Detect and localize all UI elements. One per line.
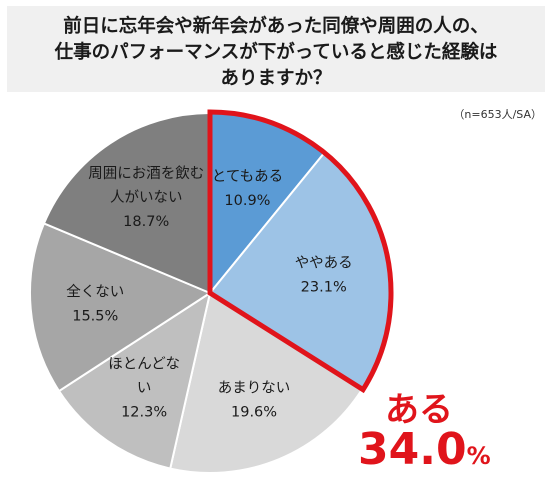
slice-category-label: い [137,380,152,396]
slice-value-label: 15.5% [72,308,118,324]
highlight-outline [207,109,394,394]
callout-unit: % [466,442,491,470]
slice-category-label: 周囲にお酒を飲む [88,165,204,182]
slice-value-label: 19.6% [231,404,277,420]
callout-number: 34.0 [358,424,467,475]
pie-slice-5 [29,222,213,393]
callout-value: 34.0% [358,424,491,475]
slice-value-label: 23.1% [301,279,347,295]
slice-category-label: あまりない [218,379,291,396]
title-banner: 前日に忘年会や新年会があった同僚や周囲の人の、 仕事のパフォーマンスが下がってい… [7,6,545,92]
slice-value-label: 12.3% [121,404,167,420]
slice-category-label: 全くない [66,282,124,300]
title-line-3: ありますか？ [220,68,332,89]
pie-slice-3 [169,291,364,474]
slice-category-label: ほとんどな [108,355,180,372]
slice-category-label: ややある [295,254,353,271]
slice-value-label: 10.9% [224,193,270,209]
sample-size-note: （n=653人/SA） [453,108,542,121]
title-line-1: 前日に忘年会や新年会があった同僚や周囲の人の、 [63,16,489,37]
pie-slice-4 [57,290,212,470]
slice-category-label: 人がいない [110,189,183,206]
title-line-2: 仕事のパフォーマンスが下がっていると感じた経験は [54,42,498,63]
slice-category-label: とてもある [212,168,283,185]
slice-value-label: 18.7% [123,214,169,230]
pie-slice-6 [42,111,211,295]
callout-label: ある [385,390,453,430]
